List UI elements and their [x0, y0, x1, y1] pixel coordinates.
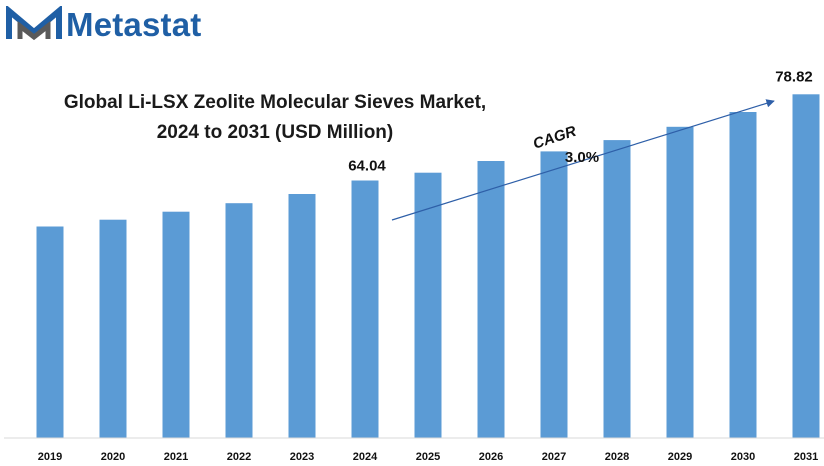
x-tick-2024: 2024	[353, 451, 378, 463]
bar-2031	[792, 94, 820, 439]
x-tick-2026: 2026	[479, 451, 503, 463]
bar-2022	[225, 203, 253, 438]
brand-name: Metastat	[66, 5, 202, 43]
bar-2020	[99, 219, 127, 438]
chart-title: Global Li-LSX Zeolite Molecular Sieves M…	[40, 88, 510, 148]
x-tick-2021: 2021	[164, 451, 188, 463]
x-tick-2028: 2028	[605, 451, 629, 463]
x-tick-2020: 2020	[101, 451, 125, 463]
bar-2019	[36, 226, 64, 438]
x-tick-2031: 2031	[794, 451, 818, 463]
x-tick-2019: 2019	[38, 451, 62, 463]
bar-2029	[666, 126, 694, 439]
x-tick-2027: 2027	[542, 451, 566, 463]
end-value-label: 78.82	[775, 68, 813, 85]
x-tick-2022: 2022	[227, 451, 251, 463]
bar-2028	[603, 140, 631, 438]
bar-2023	[288, 194, 316, 438]
bar-2027	[540, 151, 568, 438]
bar-2024	[351, 180, 379, 438]
bar-2026	[477, 161, 505, 438]
x-tick-2030: 2030	[731, 451, 755, 463]
chart-title-line-1: Global Li-LSX Zeolite Molecular Sieves M…	[63, 92, 487, 113]
start-value-label: 64.04	[348, 158, 386, 175]
brand-logo: Metastat	[6, 6, 201, 42]
cagr-arrow	[391, 99, 775, 221]
bar-2021	[162, 211, 190, 438]
bar-2025	[414, 172, 442, 438]
x-tick-2029: 2029	[668, 451, 692, 463]
chart-title-line-2: 2024 to 2031 (USD Million)	[156, 122, 394, 143]
bar-2030	[729, 112, 757, 438]
cagr-value: 3.0%	[565, 149, 599, 166]
metastat-m-logo-icon	[6, 6, 62, 41]
x-tick-2023: 2023	[290, 451, 314, 463]
x-tick-2025: 2025	[416, 451, 440, 463]
